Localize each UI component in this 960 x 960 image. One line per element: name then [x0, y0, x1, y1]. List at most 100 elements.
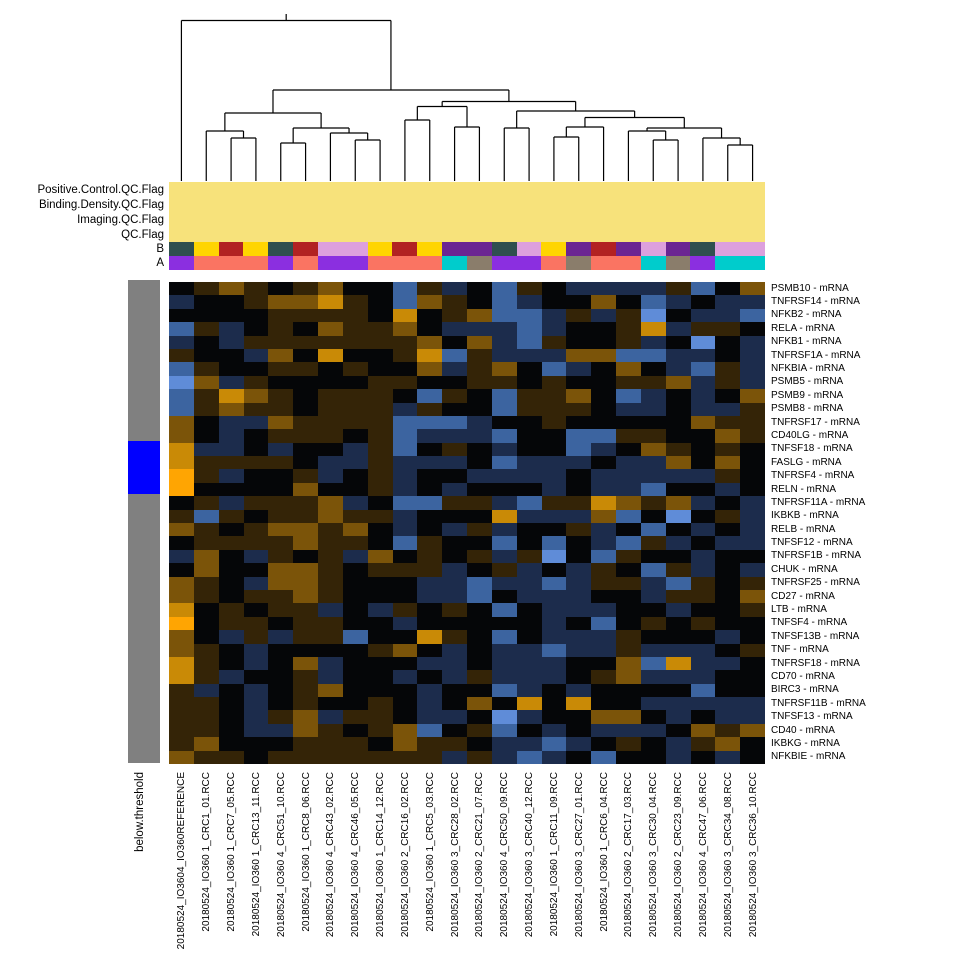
heatmap-cell [516, 308, 542, 323]
heatmap-cell [715, 456, 741, 470]
heatmap-cell [442, 308, 467, 323]
heatmap-cell [640, 496, 666, 510]
heatmap-cell [342, 375, 368, 390]
heatmap-cell [293, 415, 318, 430]
row-label: RELB - mRNA [771, 523, 836, 535]
heatmap-cell [566, 429, 592, 443]
heatmap-cell [566, 670, 592, 684]
heatmap-cell [268, 348, 294, 363]
heatmap-cell [318, 308, 343, 323]
heatmap-cell [392, 509, 418, 523]
heatmap-cell [566, 683, 592, 698]
row-label: CD40 - mRNA [771, 724, 835, 736]
annotation-a-cell [169, 256, 194, 270]
row-label: TNFSF13 - mRNA [771, 711, 853, 723]
heatmap-cell [516, 482, 542, 497]
row-label: TNFSF13B - mRNA [771, 630, 860, 642]
heatmap-cell [541, 389, 567, 403]
heatmap-cell [740, 656, 765, 671]
heatmap-cell [342, 442, 368, 457]
heatmap-cell [342, 456, 368, 470]
heatmap-cell [690, 415, 716, 430]
heatmap-cell [690, 710, 716, 724]
heatmap-cell [367, 643, 393, 657]
heatmap-cell [690, 630, 716, 644]
heatmap-cell [740, 456, 765, 470]
annotation-a-cell [342, 256, 368, 270]
heatmap-cell [268, 670, 294, 684]
heatmap-cell [268, 710, 294, 724]
heatmap-cell [640, 737, 666, 751]
heatmap-cell [417, 750, 443, 764]
heatmap-cell [417, 603, 443, 617]
heatmap-cell [417, 737, 443, 751]
heatmap-cell [392, 456, 418, 470]
heatmap-cell [516, 456, 542, 470]
heatmap-cell [516, 389, 542, 403]
heatmap-cell [740, 322, 765, 336]
heatmap-cell [392, 750, 418, 764]
heatmap-cell [566, 308, 592, 323]
heatmap-cell [740, 496, 765, 510]
heatmap-cell [442, 630, 467, 644]
heatmap-cell [243, 389, 269, 403]
heatmap-cell [268, 576, 294, 590]
heatmap-cell [392, 710, 418, 724]
heatmap-cell [591, 402, 616, 416]
heatmap-cell [367, 603, 393, 617]
heatmap-cell [491, 322, 517, 336]
heatmap-cell [566, 630, 592, 644]
heatmap-cell [243, 362, 269, 376]
row-label: PSMB5 - mRNA [771, 376, 844, 388]
heatmap-cell [665, 643, 691, 657]
heatmap-cell [392, 523, 418, 537]
heatmap-cell [367, 509, 393, 523]
heatmap-cell [442, 670, 467, 684]
heatmap-cell [541, 723, 567, 738]
heatmap-cell [193, 429, 219, 443]
heatmap-cell [491, 523, 517, 537]
heatmap-cell [342, 335, 368, 349]
heatmap-cell [566, 456, 592, 470]
heatmap-cell [193, 482, 219, 497]
heatmap-cell [715, 697, 741, 711]
heatmap-cell [417, 683, 443, 698]
row-label: RELN - mRNA [771, 483, 837, 495]
heatmap-cell [740, 348, 765, 363]
heatmap-cell [342, 750, 368, 764]
heatmap-cell [442, 683, 467, 698]
heatmap-cell [342, 723, 368, 738]
heatmap-cell [442, 710, 467, 724]
row-label: PSMB9 - mRNA [771, 389, 844, 401]
heatmap-cell [640, 563, 666, 577]
heatmap-cell [193, 496, 219, 510]
column-label: 20180524_IO360 3_CRC28_02.RCC [449, 772, 461, 938]
row-label: IKBKG - mRNA [771, 737, 840, 749]
annotation-b-cell [442, 242, 467, 256]
column-label: 20180524_IO360 1_CRC11_09.RCC [548, 772, 560, 937]
row-label: FASLG - mRNA [771, 456, 842, 468]
annotation-b-cell [367, 242, 393, 256]
heatmap-cell [516, 656, 542, 671]
heatmap-cell [467, 456, 492, 470]
heatmap-cell [516, 523, 542, 537]
heatmap-cell [342, 509, 368, 523]
heatmap-cell [417, 563, 443, 577]
heatmap-cell [591, 710, 616, 724]
heatmap-cell [665, 576, 691, 590]
heatmap-cell [541, 563, 567, 577]
qc-flag-band [169, 182, 765, 242]
column-label: 20180524_IO360 2_CRC21_07.RCC [474, 772, 486, 938]
heatmap-cell [616, 282, 641, 296]
heatmap-cell [566, 322, 592, 336]
heatmap-cell [516, 402, 542, 416]
heatmap-cell [516, 589, 542, 604]
heatmap-cell [616, 710, 641, 724]
heatmap-cell [516, 723, 542, 738]
heatmap-cell [541, 549, 567, 564]
heatmap-cell [467, 415, 492, 430]
heatmap-cell [417, 322, 443, 336]
heatmap-cell [318, 576, 343, 590]
heatmap-cell [715, 536, 741, 550]
heatmap-cell [243, 710, 269, 724]
